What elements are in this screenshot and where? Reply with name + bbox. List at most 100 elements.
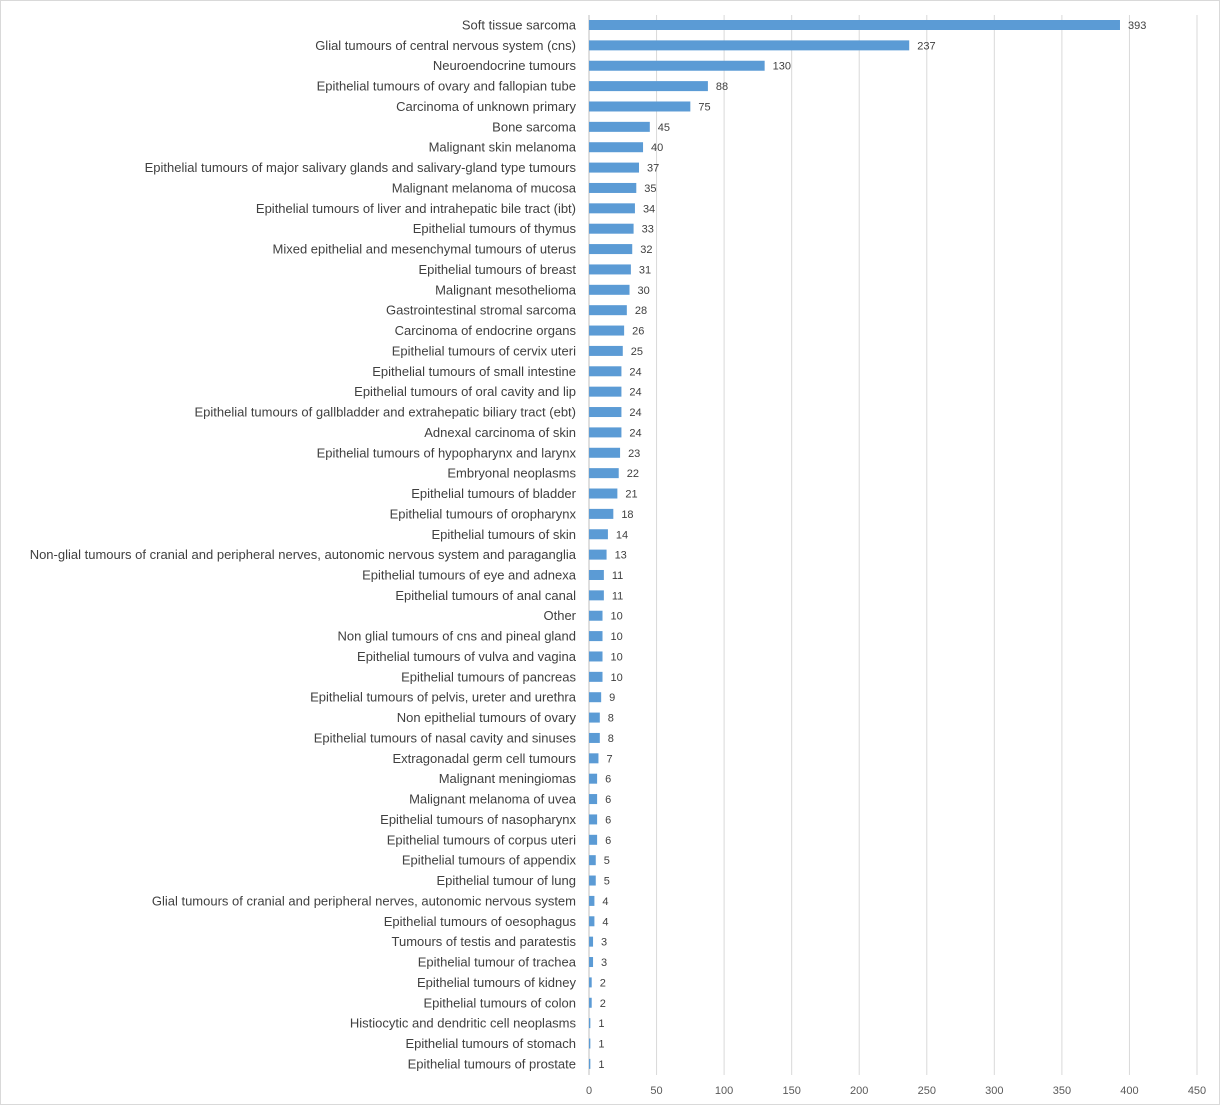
x-tick-label: 450 xyxy=(1188,1085,1206,1097)
bar xyxy=(589,814,598,825)
category-label: Malignant mesothelioma xyxy=(435,282,577,297)
data-label: 24 xyxy=(629,407,641,419)
bar xyxy=(589,386,622,397)
bar xyxy=(589,753,599,764)
category-label: Epithelial tumours of oral cavity and li… xyxy=(354,384,576,399)
bar xyxy=(589,732,600,743)
data-label: 40 xyxy=(651,142,663,154)
category-label: Epithelial tumours of corpus uteri xyxy=(387,832,576,847)
data-label: 37 xyxy=(647,163,659,175)
category-label: Epithelial tumours of kidney xyxy=(417,975,576,990)
category-label: Epithelial tumours of ovary and fallopia… xyxy=(317,79,576,94)
category-label: Neuroendocrine tumours xyxy=(433,58,577,73)
data-label: 8 xyxy=(608,733,614,745)
data-label: 75 xyxy=(698,101,710,113)
data-label: 1 xyxy=(598,1018,604,1030)
category-label: Non epithelial tumours of ovary xyxy=(397,710,577,725)
category-label: Histiocytic and dendritic cell neoplasms xyxy=(350,1016,577,1031)
bar xyxy=(589,264,631,275)
bar xyxy=(589,40,910,51)
category-label: Epithelial tumours of small intestine xyxy=(372,364,576,379)
category-label: Epithelial tumours of pelvis, ureter and… xyxy=(310,690,577,705)
category-label: Epithelial tumours of nasal cavity and s… xyxy=(314,730,577,745)
bar xyxy=(589,101,691,112)
data-label: 88 xyxy=(716,81,728,93)
bar xyxy=(589,794,598,805)
data-label: 8 xyxy=(608,713,614,725)
bar xyxy=(589,345,623,356)
bar xyxy=(589,1018,591,1029)
data-label: 24 xyxy=(629,366,641,378)
data-label: 4 xyxy=(602,916,608,928)
category-label: Soft tissue sarcoma xyxy=(462,18,577,33)
bar xyxy=(589,712,600,723)
bar xyxy=(589,182,637,193)
bar xyxy=(589,610,603,621)
data-label: 23 xyxy=(628,448,640,460)
bars xyxy=(589,20,1120,1069)
category-label: Malignant meningiomas xyxy=(439,771,577,786)
bar xyxy=(589,651,603,662)
data-label: 11 xyxy=(612,570,623,582)
data-label: 5 xyxy=(604,855,610,867)
category-label: Epithelial tumours of liver and intrahep… xyxy=(256,201,576,216)
bar xyxy=(589,895,595,906)
category-label: Other xyxy=(543,608,576,623)
data-label: 22 xyxy=(627,468,639,480)
category-label: Tumours of testis and paratestis xyxy=(392,934,577,949)
bar xyxy=(589,692,602,703)
data-label: 18 xyxy=(621,509,633,521)
category-label: Malignant melanoma of uvea xyxy=(409,792,577,807)
bar xyxy=(589,366,622,377)
data-label: 2 xyxy=(600,998,606,1010)
bar xyxy=(589,447,621,458)
bar xyxy=(589,977,592,988)
x-tick-label: 250 xyxy=(918,1085,936,1097)
category-label: Epithelial tumours of thymus xyxy=(413,221,577,236)
category-label: Epithelial tumours of eye and adnexa xyxy=(362,567,577,582)
data-label: 10 xyxy=(611,611,623,623)
bar xyxy=(589,407,622,418)
bar xyxy=(589,284,630,295)
x-tick-label: 50 xyxy=(650,1085,662,1097)
category-label: Epithelial tumours of nasopharynx xyxy=(380,812,576,827)
data-label: 34 xyxy=(643,203,655,215)
bar xyxy=(589,1058,591,1069)
category-label: Non-glial tumours of cranial and periphe… xyxy=(30,547,577,562)
bar xyxy=(589,223,634,234)
gridlines xyxy=(588,15,1198,1075)
data-label: 10 xyxy=(611,631,623,643)
bar xyxy=(589,81,708,92)
data-label: 3 xyxy=(601,957,607,969)
data-label: 24 xyxy=(629,427,641,439)
data-labels: 3932371308875454037353433323130282625242… xyxy=(598,20,1146,1071)
category-label: Embryonal neoplasms xyxy=(447,466,576,481)
bar xyxy=(589,855,596,866)
data-label: 11 xyxy=(612,590,623,602)
x-tick-label: 100 xyxy=(715,1085,733,1097)
category-label: Carcinoma of unknown primary xyxy=(396,99,576,114)
bar xyxy=(589,488,618,499)
data-label: 31 xyxy=(639,264,651,276)
bar xyxy=(589,569,604,580)
category-label: Epithelial tumours of vulva and vagina xyxy=(357,649,577,664)
data-label: 13 xyxy=(615,550,627,562)
x-axis-ticks: 0 50 100 150 200 250 300 350 400 450 xyxy=(586,1085,1206,1097)
category-label: Epithelial tumours of breast xyxy=(418,262,576,277)
category-label: Epithelial tumour of lung xyxy=(437,873,576,888)
data-label: 32 xyxy=(640,244,652,256)
category-label: Mixed epithelial and mesenchymal tumours… xyxy=(273,242,577,257)
bar xyxy=(589,244,633,255)
category-label: Malignant melanoma of mucosa xyxy=(392,180,577,195)
data-label: 2 xyxy=(600,977,606,989)
category-label: Epithelial tumours of prostate xyxy=(408,1056,576,1071)
bar xyxy=(589,957,594,968)
category-label: Epithelial tumours of bladder xyxy=(411,486,576,501)
data-label: 30 xyxy=(638,285,650,297)
bar xyxy=(589,508,614,519)
bar xyxy=(589,121,650,132)
data-label: 45 xyxy=(658,122,670,134)
data-label: 130 xyxy=(773,61,791,73)
